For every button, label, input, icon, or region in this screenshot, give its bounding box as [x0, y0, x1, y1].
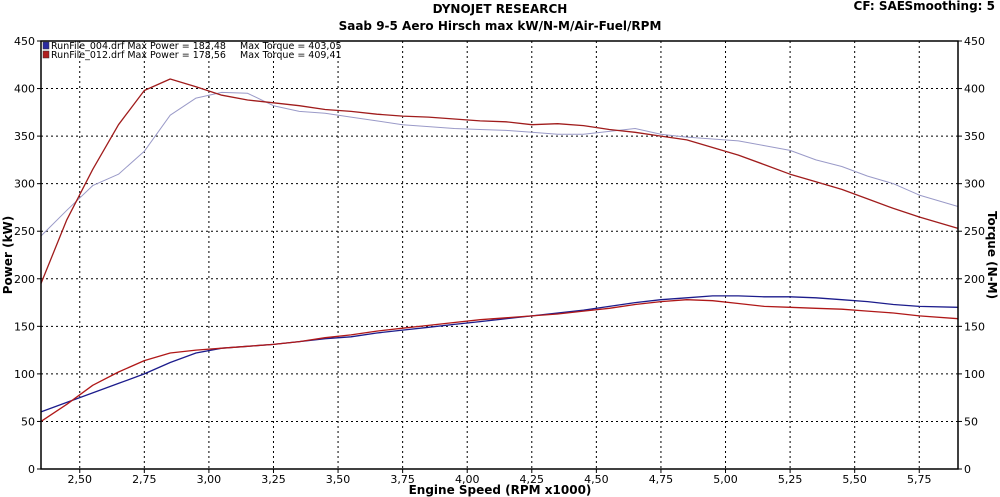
legend: RunFile_004.drf Max Power = 182,48 Max T…	[42, 41, 342, 61]
grid	[41, 41, 958, 469]
x-axis-title: Engine Speed (RPM x1000)	[409, 483, 592, 497]
left-tick-label: 50	[21, 415, 35, 428]
x-tick-label: 4,50	[584, 473, 609, 486]
right-tick-label: 450	[964, 35, 985, 48]
legend-label-runfile-012: RunFile_012.drf Max Power = 178,56	[51, 50, 226, 61]
left-tick-label: 300	[14, 178, 35, 191]
legend-detail-runfile-012: Max Torque = 409,41	[240, 50, 342, 61]
left-tick-label: 400	[14, 83, 35, 96]
right-tick-label: 0	[964, 463, 971, 476]
x-tick-label: 3,75	[390, 473, 415, 486]
left-tick-label: 150	[14, 320, 35, 333]
right-tick-label: 50	[964, 415, 978, 428]
x-tick-label: 5,25	[778, 473, 803, 486]
series-line-runfile-004-drf-power	[40, 295, 959, 413]
left-tick-label: 250	[14, 225, 35, 238]
right-tick-label: 400	[964, 83, 985, 96]
left-tick-label: 0	[28, 463, 35, 476]
right-tick-label: 350	[964, 130, 985, 143]
left-tick-label: 200	[14, 273, 35, 286]
x-tick-label: 3,00	[197, 473, 222, 486]
right-tick-label: 250	[964, 225, 985, 238]
plot-area	[41, 41, 958, 469]
right-tick-label: 200	[964, 273, 985, 286]
left-axis-title: Power (kW)	[1, 216, 15, 295]
x-tick-label: 5,00	[713, 473, 738, 486]
series-line-runfile-012-drf-power	[40, 299, 959, 422]
x-axis: 2,50 2,75 3,00 3,25 3,50 3,75 4,00 4,25 4,50 4,75…	[67, 469, 932, 486]
x-tick-label: 3,50	[326, 473, 351, 486]
legend-swatch-runfile-004	[42, 41, 50, 50]
plot-frame	[40, 40, 959, 470]
x-tick-label: 3,25	[261, 473, 286, 486]
x-tick-label: 4,75	[649, 473, 674, 486]
legend-label-runfile-004: RunFile_004.drf Max Power = 182,48	[51, 41, 226, 52]
x-tick-label: 4,00	[455, 473, 480, 486]
smoothing-value: Smoothing: 5	[905, 0, 996, 13]
chart-title: DYNOJET RESEARCH	[433, 2, 568, 16]
right-axis: 0 50 100 150 200 250 300 350 400 450	[958, 35, 985, 476]
correction-factor: CF: SAE	[854, 0, 905, 13]
series-line-runfile-012-drf-torque	[40, 78, 959, 284]
chart-subtitle: Saab 9-5 Aero Hirsch max kW/N-M/Air-Fuel…	[339, 19, 662, 33]
legend-swatch-runfile-012	[42, 50, 50, 59]
right-axis-title: Torque (N-M)	[985, 211, 999, 299]
left-tick-label: 350	[14, 130, 35, 143]
x-tick-label: 2,50	[67, 473, 92, 486]
right-tick-label: 100	[964, 368, 985, 381]
x-tick-label: 5,50	[842, 473, 867, 486]
series-line-runfile-004-drf-torque	[40, 91, 959, 237]
right-tick-label: 300	[964, 178, 985, 191]
right-tick-label: 150	[964, 320, 985, 333]
x-tick-label: 4,25	[520, 473, 545, 486]
left-axis: 0 50 100 150 200 250 300 350 400 450	[14, 35, 41, 476]
legend-detail-runfile-004: Max Torque = 403,05	[240, 41, 342, 52]
left-tick-label: 100	[14, 368, 35, 381]
x-tick-label: 2,75	[132, 473, 157, 486]
x-tick-label: 5,75	[907, 473, 932, 486]
left-tick-label: 450	[14, 35, 35, 48]
series-group	[40, 78, 959, 422]
